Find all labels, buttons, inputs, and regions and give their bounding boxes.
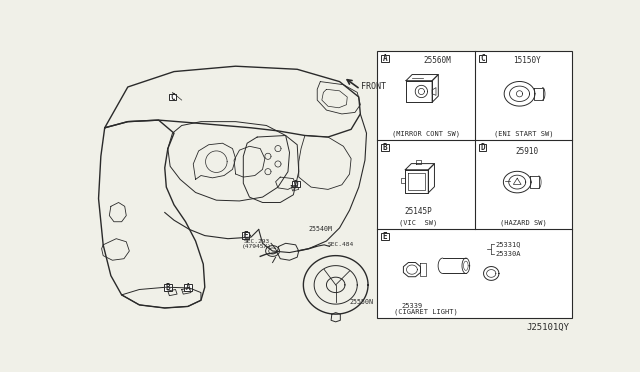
Text: 25331Q: 25331Q: [495, 241, 520, 247]
Bar: [164, 285, 172, 291]
Text: D: D: [480, 143, 484, 152]
Text: (ENI START SW): (ENI START SW): [493, 131, 553, 137]
Text: E: E: [243, 231, 248, 240]
Bar: [479, 144, 486, 151]
Text: FRONT: FRONT: [361, 83, 386, 92]
Text: 25339: 25339: [401, 304, 422, 310]
Text: A: A: [383, 54, 387, 63]
Text: E: E: [383, 232, 387, 241]
Bar: [378, 51, 572, 318]
Text: SEC.293: SEC.293: [244, 239, 270, 244]
Text: B: B: [166, 283, 170, 292]
Text: J25101QY: J25101QY: [527, 323, 570, 332]
Bar: [381, 233, 389, 240]
Bar: [479, 55, 486, 62]
Bar: [381, 55, 389, 62]
Text: (MIRROR CONT SW): (MIRROR CONT SW): [392, 131, 460, 137]
Text: 25910: 25910: [516, 147, 539, 156]
Bar: [381, 144, 389, 151]
Text: SEC.484: SEC.484: [328, 243, 355, 247]
Text: 25560M: 25560M: [424, 55, 451, 64]
Text: C: C: [480, 54, 484, 63]
Bar: [184, 285, 192, 291]
Text: 25550N: 25550N: [349, 299, 374, 305]
Text: 25330A: 25330A: [495, 251, 520, 257]
Text: (47945X): (47945X): [242, 244, 272, 249]
Bar: [292, 180, 300, 187]
Text: 25145P: 25145P: [404, 208, 432, 217]
Bar: [242, 232, 250, 239]
Text: A: A: [186, 283, 190, 292]
Bar: [168, 93, 176, 100]
Text: D: D: [293, 180, 298, 189]
Text: B: B: [383, 143, 387, 152]
Text: (CIGARET LIGHT): (CIGARET LIGHT): [394, 309, 458, 315]
Text: (VIC  SW): (VIC SW): [399, 219, 437, 226]
Text: C: C: [170, 93, 175, 102]
Text: 25540M: 25540M: [308, 226, 333, 232]
Text: 15150Y: 15150Y: [513, 55, 541, 64]
Text: (HAZARD SW): (HAZARD SW): [500, 219, 547, 226]
